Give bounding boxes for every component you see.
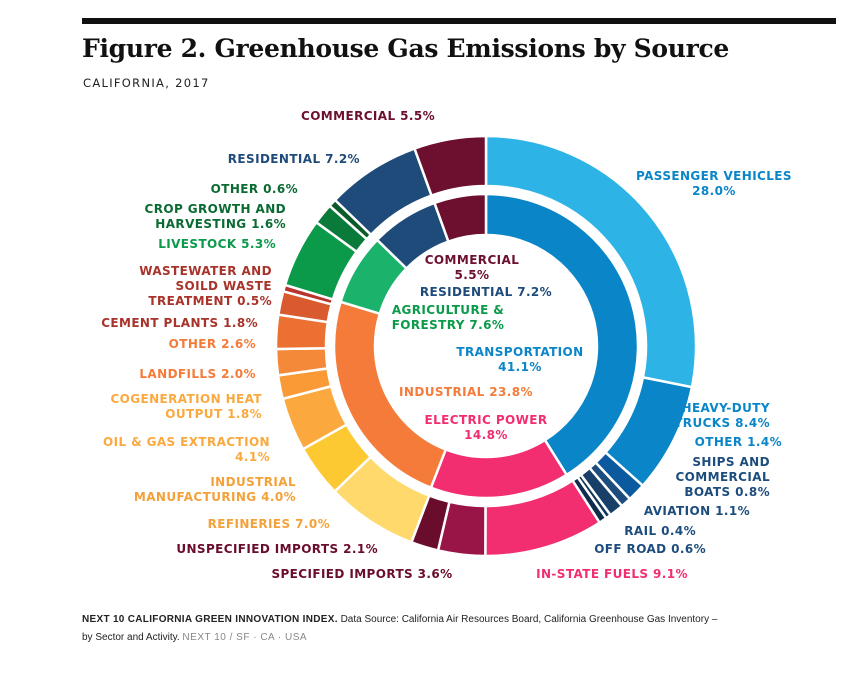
footer-org: NEXT 10 / SF · CA · USA [182,632,308,643]
outer-label-other-0-6: OTHER 0.6% [211,182,298,196]
outer-label-commercial-5-5: COMMERCIAL 5.5% [301,109,435,123]
outer-label-industrial-manufacturing-4-0: INDUSTRIAL MANUFACTURING 4.0% [134,475,296,504]
footer-index-name: NEXT 10 CALIFORNIA GREEN INNOVATION INDE… [82,614,338,625]
outer-label-other-2-6: OTHER 2.6% [169,337,256,351]
outer-label-rail-0-4: RAIL 0.4% [624,524,696,538]
inner-slice-electric-power-14-8 [429,438,569,500]
outer-slice-commercial-5-5 [412,134,488,198]
inner-label-commercial-5-5: COMMERCIAL 5.5% [425,253,520,282]
inner-label-electric-power-14-8: ELECTRIC POWER 14.8% [425,413,548,442]
donut-chart: TRANSPORTATION 41.1% ELECTRIC POWER 14.8% IN… [101,109,792,581]
chart-subtitle: CALIFORNIA, 2017 [83,76,210,90]
outer-label-cogeneration-heat-output-1-8: COGENERATION HEAT OUTPUT 1.8% [110,392,262,421]
footer-source: NEXT 10 CALIFORNIA GREEN INNOVATION INDE… [82,614,717,625]
inner-label-agriculture-forestry-7-6: AGRICULTURE & FORESTRY 7.6% [392,303,505,332]
outer-label-oil-gas-extraction-4-1: OIL & GAS EXTRACTION 4.1% [103,435,270,464]
chart-title: Figure 2. Greenhouse Gas Emissions by So… [82,34,730,63]
footer-source-text-2: by Sector and Activity. [82,632,180,643]
inner-label-transportation-41-1: TRANSPORTATION 41.1% [456,345,583,374]
footer-source-line2: by Sector and Activity. NEXT 10 / SF · C… [82,632,307,643]
inner-label-residential-7-2: RESIDENTIAL 7.2% [420,285,552,299]
outer-label-in-state-fuels-9-1: IN-STATE FUELS 9.1% [536,567,688,581]
outer-label-passenger-vehicles-28-0: PASSENGER VEHICLES 28.0% [636,169,792,198]
outer-label-wastewater-and-soild-waste-treatment-0-5: WASTEWATER AND SOILD WASTE TREATMENT 0.5% [139,264,272,308]
outer-label-residential-7-2: RESIDENTIAL 7.2% [228,152,360,166]
outer-label-specified-imports-3-6: SPECIFIED IMPORTS 3.6% [271,567,452,581]
footer-source-text: Data Source: California Air Resources Bo… [340,614,718,625]
outer-label-aviation-1-1: AVIATION 1.1% [644,504,750,518]
outer-label-off-road-0-6: OFF ROAD 0.6% [594,542,706,556]
inner-slice-transportation-41-1 [484,192,640,477]
outer-label-crop-growth-and-harvesting-1-6: CROP GROWTH AND HARVESTING 1.6% [145,202,286,231]
outer-label-unspecified-imports-2-1: UNSPECIFIED IMPORTS 2.1% [176,542,378,556]
outer-label-cement-plants-1-8: CEMENT PLANTS 1.8% [101,316,258,330]
outer-label-ships-and-commercial-boats-0-8: SHIPS AND COMMERCIAL BOATS 0.8% [675,455,770,499]
outer-label-other-1-4: OTHER 1.4% [695,435,782,449]
inner-label-industrial-23-8: INDUSTRIAL 23.8% [399,385,533,399]
outer-label-livestock-5-3: LIVESTOCK 5.3% [158,237,276,251]
outer-label-refineries-7-0: REFINERIES 7.0% [208,517,330,531]
outer-label-landfills-2-0: LANDFILLS 2.0% [139,367,256,381]
top-rule [82,18,836,24]
outer-label-heavy-duty-trucks-8-4: HEAVY-DUTY TRUCKS 8.4% [674,401,770,430]
inner-slice-commercial-5-5 [432,192,488,244]
